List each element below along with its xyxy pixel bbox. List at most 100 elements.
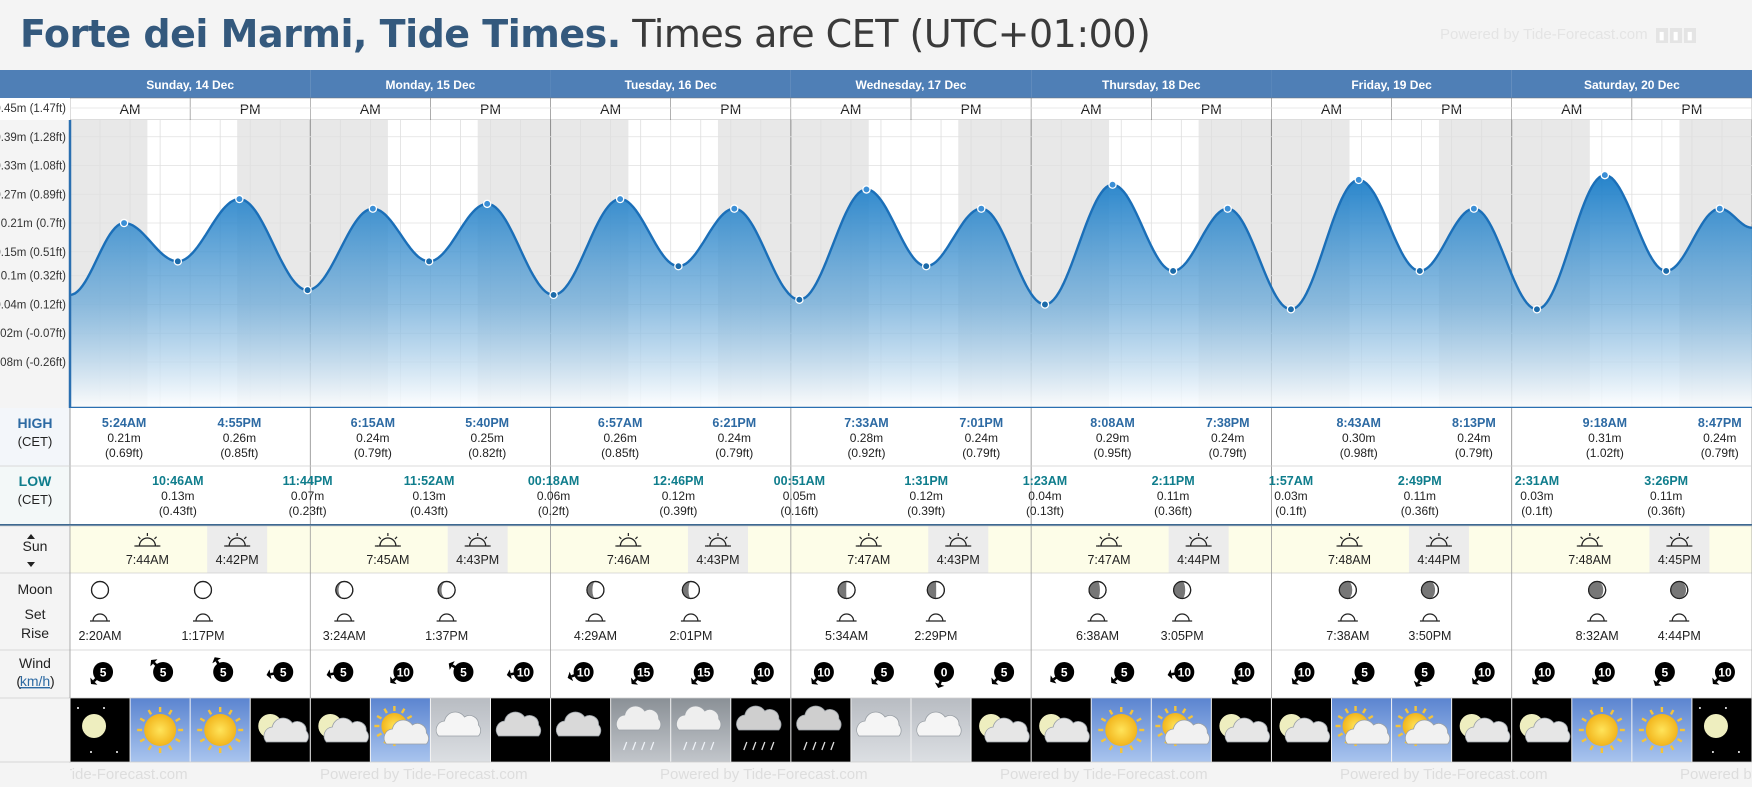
moon-outline [193, 580, 213, 600]
powered-by-footer: Powered by Tide-Forecast.com [320, 766, 528, 783]
tide-height-ft: (0.36ft) [1154, 504, 1192, 518]
wind-speed-badge [1414, 662, 1435, 682]
tide-height-m: 0.21m [107, 431, 140, 445]
sun-ray [1397, 714, 1404, 720]
wind-speed: 5 [1001, 666, 1008, 680]
tide-height-m: 0.24m [1457, 431, 1490, 445]
page-title: Forte dei Marmi, Tide Times. Times are C… [20, 12, 1151, 56]
tide-height-m: 0.13m [161, 489, 194, 503]
moon-outline [437, 580, 456, 600]
day-header-bg [70, 70, 311, 98]
cloud-icon [1525, 717, 1571, 743]
wind-arrow-head [1653, 679, 1662, 686]
footer-watermarks: Powered by Tide-Forecast.com Powered by T… [0, 763, 1752, 787]
weather-cloudy-icon [851, 698, 911, 762]
footer-left-mask [0, 763, 70, 787]
day-header-bg [1031, 70, 1272, 98]
wind-speed-badge [1654, 662, 1675, 682]
moon-shadow [438, 581, 447, 599]
tide-height-m: 0.04m [1028, 489, 1061, 503]
wind-arrow-head [691, 677, 699, 685]
tide-height-ft: (0.1ft) [1275, 504, 1306, 518]
weather-sunny-icon [130, 698, 190, 762]
tide-time: 12:46PM [653, 474, 704, 488]
wind-speed-badge [934, 662, 955, 682]
tide-time: 1:31PM [904, 474, 948, 488]
wind-speed-badge [633, 662, 654, 682]
moonrise-icon [1089, 613, 1106, 622]
sun-ray [147, 709, 153, 716]
tide-time: 8:08AM [1090, 416, 1134, 430]
sun-ray [1136, 737, 1142, 743]
day-header-label: Sunday, 14 Dec [146, 78, 234, 92]
sun-ray [175, 717, 181, 723]
moonset-time: 1:37PM [425, 629, 468, 643]
tide-time: 8:47PM [1698, 416, 1742, 430]
sun-icon [1645, 714, 1678, 746]
sun-ray [1581, 717, 1587, 723]
wind-speed-badge [1294, 662, 1315, 682]
wind-speed: 5 [1121, 666, 1128, 680]
sun-ray [484, 536, 488, 540]
day-header-bg [790, 70, 1032, 98]
sunrise-icon [138, 537, 157, 547]
wind-cell: 10 [1592, 662, 1615, 685]
rain-drop [803, 741, 808, 751]
day-header-bg [1511, 70, 1752, 98]
sun-ray [154, 536, 158, 540]
sun-ray [137, 536, 141, 540]
sun-ray [207, 744, 213, 751]
moon-day-5: 7:38AM 3:50PM [1326, 580, 1451, 643]
wind-cell: 5 [90, 662, 114, 685]
weather-cloudy-icon [911, 698, 971, 762]
sun-icon [204, 714, 237, 746]
sun-down-arrow-icon [27, 562, 35, 567]
tide-height-ft: (0.79ft) [715, 446, 753, 460]
tide-time: 9:18AM [1583, 416, 1627, 430]
weather-rain-night-icon [731, 698, 791, 762]
tide-table-rows: HIGH(CET)LOW(CET)5:24AM0.21m(0.69ft)10:4… [0, 408, 1752, 524]
wind-speed: 10 [1178, 666, 1192, 680]
day-header-label: Saturday, 20 Dec [1584, 78, 1680, 92]
sun-ray [1367, 714, 1374, 720]
wind-speed: 5 [1662, 666, 1669, 680]
sunset-icon [1430, 537, 1448, 547]
sun-ray [1108, 709, 1114, 716]
tide-height-ft: (0.98ft) [1340, 446, 1378, 460]
wind-speed: 10 [1298, 666, 1312, 680]
low-tide-point [1286, 305, 1296, 314]
am-label: AM [360, 101, 381, 117]
sunset-time: 4:42PM [216, 553, 259, 567]
wind-speed-badge [393, 662, 414, 682]
moon-shadow [927, 581, 937, 599]
cloud-icon [916, 711, 962, 737]
wind-arrow-head [751, 677, 759, 685]
tide-height-ft: (0.43ft) [410, 504, 448, 518]
wind-speed: 10 [1718, 666, 1732, 680]
wind-speed-badge [1354, 662, 1375, 682]
wind-label-bg [0, 650, 70, 698]
sunrise-icon [1340, 537, 1359, 547]
wind-cell: 5 [1351, 662, 1375, 685]
weather-cloudy-night-icon [490, 698, 551, 762]
cloud-icon [1164, 719, 1210, 745]
wind-cell: 5 [871, 662, 894, 685]
tide-height-m: 0.29m [1096, 431, 1129, 445]
tide-height-ft: (0.2ft) [538, 504, 569, 518]
tide-time: 5:24AM [102, 416, 146, 430]
wind-arrow-head [567, 671, 574, 682]
wind-speed-badge [753, 662, 774, 682]
powered-by-top: Powered by Tide-Forecast.com ▮ ▮ ▮ [1440, 26, 1696, 43]
wind-arrow-head [1413, 680, 1423, 687]
sun-ray [406, 714, 413, 720]
sun-ray [1115, 536, 1119, 540]
weather-sunny-icon [190, 698, 250, 762]
moon-row: Moon Set Rise 2:20AM 1:17PM 3:24AM 1:37PM 4:29A… [0, 573, 1752, 650]
wind-unit-link[interactable]: km/h [20, 673, 50, 689]
